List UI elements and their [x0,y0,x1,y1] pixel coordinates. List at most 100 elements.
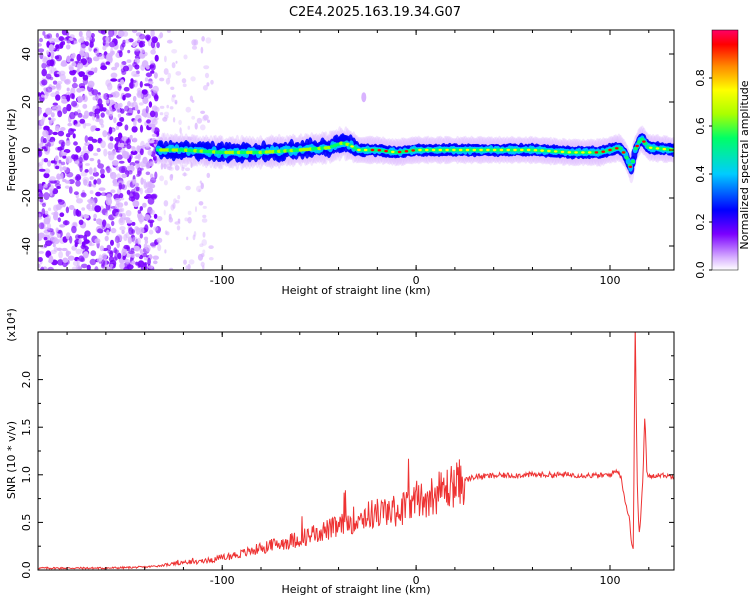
noise-cell [60,151,64,156]
noise-cell [128,250,135,255]
noise-cell [203,114,209,121]
ridge-cell [447,148,452,152]
noise-cell [115,211,122,218]
noise-cell [137,237,141,245]
noise-cell [101,253,108,260]
noise-cell [202,214,207,219]
ridge-cell [469,148,474,152]
noise-cell [206,172,211,178]
noise-cell [81,207,86,211]
ridge-cell [587,151,592,154]
noise-cell [124,258,131,264]
ridge-cell [574,151,578,154]
noise-cell [210,79,214,85]
noise-cell [152,255,159,260]
noise-cell [78,31,83,37]
noise-cell [61,161,66,166]
noise-cell [145,182,152,190]
ridge-cell [350,145,354,148]
ridge-cell [590,150,595,155]
colorbar-gradient [711,29,739,271]
noise-cell [150,49,156,55]
noise-cell [87,136,94,141]
noise-cell [110,239,114,246]
noise-cell [175,71,182,76]
noise-cell [73,191,79,196]
noise-cell [179,127,182,134]
noise-cell [150,70,155,74]
noise-cell [202,85,208,91]
snr-xtick-label: 100 [600,574,621,587]
noise-cell [131,126,138,133]
noise-cell [145,171,151,176]
noise-cell [138,227,145,234]
noise-cell [92,171,99,177]
noise-cell [99,105,104,112]
noise-cell [44,168,51,174]
noise-cell [190,162,193,168]
noise-cell [114,62,120,68]
ridge-cell [252,150,257,155]
noise-cell [140,48,145,54]
noise-cell [78,219,84,225]
noise-cell [57,130,65,137]
noise-cell [62,257,69,263]
noise-cell [71,225,77,234]
noise-cell [94,50,100,56]
noise-cell [174,99,178,104]
noise-cell [108,30,115,37]
noise-cell [196,117,203,124]
noise-cell [57,217,61,223]
noise-cell [59,224,66,228]
heatmap-xlabel: Height of straight line (km) [281,284,430,297]
ridge-cell [165,148,170,152]
noise-cell [47,233,53,241]
noise-cell [38,213,41,218]
noise-cell [56,233,61,238]
noise-cell [55,94,61,101]
noise-cell [129,134,133,140]
ridge-cell [193,148,198,153]
noise-cell [77,112,83,118]
noise-cell [204,72,210,79]
noise-cell [38,161,44,166]
noise-cell [40,266,45,270]
noise-cell [153,226,159,231]
noise-cell [163,200,169,207]
noise-cell [43,158,49,163]
noise-cell [105,197,113,206]
noise-cell [93,167,97,173]
ridge-cell [662,147,667,151]
noise-cell [49,69,53,75]
noise-cell [110,78,118,82]
noise-cell [93,218,97,221]
noise-cell [48,117,52,121]
noise-cell [66,39,71,44]
ridge-cell [445,148,449,152]
noise-cell [42,57,48,64]
noise-cell [41,68,47,77]
ridge-cell [377,149,382,152]
noise-cell [117,30,125,38]
noise-cell [46,50,50,56]
noise-cell [135,253,141,258]
noise-cell [90,125,95,132]
noise-cell [109,172,114,177]
noise-cell [80,192,87,198]
noise-cell [157,244,162,252]
noise-cell [141,60,149,68]
noise-cell [138,214,145,223]
ridge-cell [584,150,589,155]
noise-cell [76,198,83,204]
noise-cell [169,106,174,110]
noise-cell [78,71,85,77]
noise-cell [88,167,93,175]
noise-cell [64,220,68,226]
snr-ytick-label: 2.0 [20,371,33,389]
noise-cell [201,218,208,223]
noise-cell [139,33,146,40]
noise-cell [102,45,107,51]
noise-cell [208,257,214,261]
noise-cell [113,247,117,254]
noise-cell [38,48,45,53]
